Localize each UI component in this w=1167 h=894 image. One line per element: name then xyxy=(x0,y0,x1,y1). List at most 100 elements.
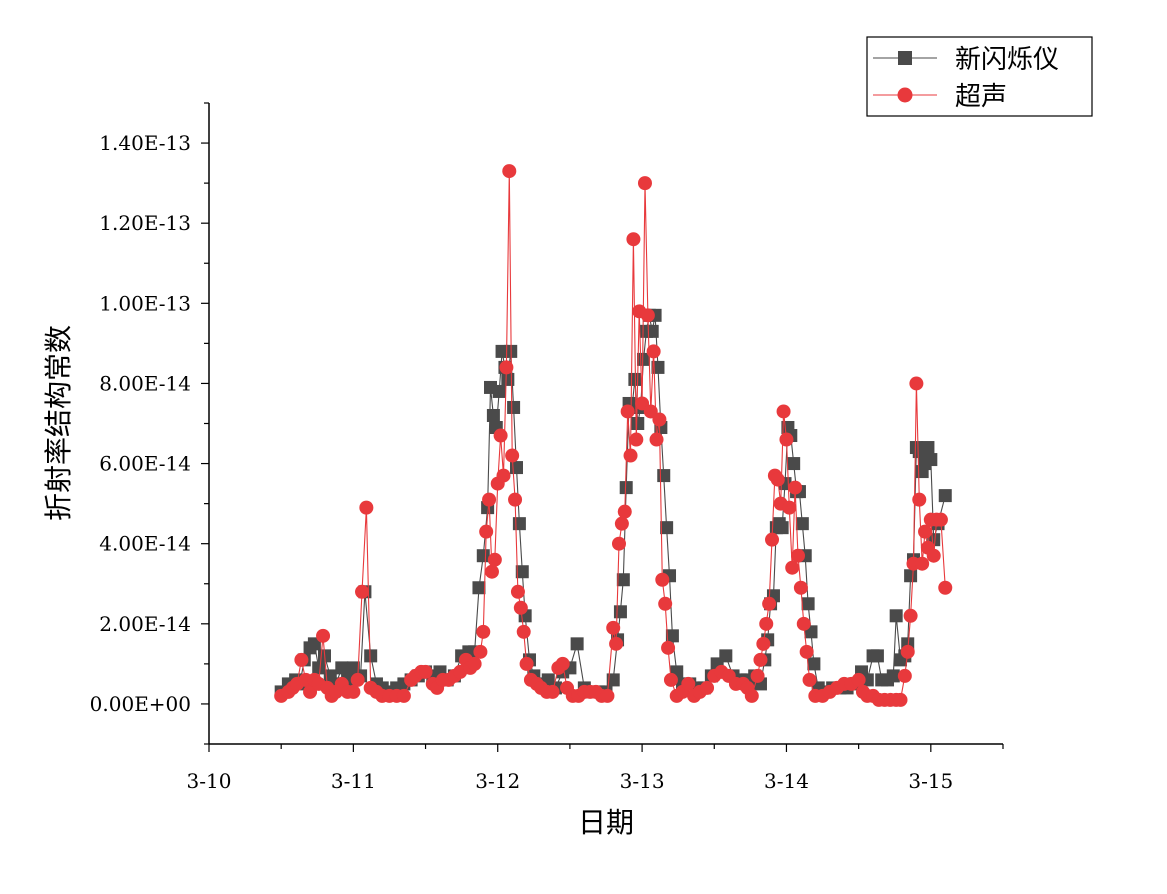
data-point-circle xyxy=(502,164,517,179)
data-point-circle xyxy=(629,432,644,447)
data-point-square xyxy=(904,569,918,583)
series-2 xyxy=(274,164,953,707)
data-point-circle xyxy=(793,580,808,595)
data-point-circle xyxy=(681,676,696,691)
data-point-circle xyxy=(609,636,624,651)
axes: 3-10 3-11 3-12 3-13 3-14 3-15 0.00E+00 2.00E-14… xyxy=(90,102,1004,793)
y-tick-label: 2.00E-14 xyxy=(99,612,191,636)
data-point-circle xyxy=(359,500,374,515)
data-point-circle xyxy=(519,656,534,671)
y-tick-label: 1.40E-13 xyxy=(99,131,191,155)
data-point-circle xyxy=(753,652,768,667)
data-point-circle xyxy=(802,672,817,687)
data-point-square xyxy=(364,649,378,663)
data-point-square xyxy=(657,469,671,483)
data-point-square xyxy=(616,573,630,587)
x-tick-label: 3-13 xyxy=(620,769,665,793)
y-tick-label: 1.20E-13 xyxy=(99,211,191,235)
data-point-square xyxy=(312,661,326,675)
y-tick-label: 1.00E-13 xyxy=(99,291,191,315)
data-point-circle xyxy=(606,620,621,635)
data-point-square xyxy=(613,605,627,619)
data-point-circle xyxy=(649,432,664,447)
data-point-square xyxy=(775,521,789,535)
legend-label-series-1: 新闪烁仪 xyxy=(955,45,1059,75)
y-axis-title: 折射率结构常数 xyxy=(42,325,75,521)
data-point-square xyxy=(486,408,500,422)
data-point-circle xyxy=(918,524,933,539)
data-point-circle xyxy=(350,672,365,687)
data-point-circle xyxy=(294,652,309,667)
data-point-square xyxy=(335,661,349,675)
data-point-circle xyxy=(346,684,361,699)
data-point-circle xyxy=(912,492,927,507)
data-point-circle xyxy=(513,600,528,615)
data-point-circle xyxy=(479,524,494,539)
data-point-circle xyxy=(661,640,676,655)
data-point-circle xyxy=(467,656,482,671)
data-point-square xyxy=(924,453,938,467)
data-point-circle xyxy=(623,448,638,463)
data-point-square xyxy=(870,649,884,663)
data-point-circle xyxy=(799,644,814,659)
data-point-circle xyxy=(545,684,560,699)
data-point-square xyxy=(787,457,801,471)
data-point-circle xyxy=(473,644,488,659)
data-point-square xyxy=(501,372,515,386)
data-point-circle xyxy=(900,644,915,659)
data-point-circle xyxy=(614,516,629,531)
data-point-circle xyxy=(505,448,520,463)
data-point-square xyxy=(606,673,620,687)
data-point-circle xyxy=(418,664,433,679)
data-point-circle xyxy=(620,404,635,419)
x-tick-label: 3-11 xyxy=(331,769,376,793)
data-point-circle xyxy=(791,548,806,563)
data-point-circle xyxy=(765,532,780,547)
data-point-circle xyxy=(782,500,797,515)
data-point-circle xyxy=(938,580,953,595)
data-point-square xyxy=(795,517,809,531)
data-point-circle xyxy=(903,608,918,623)
data-point-circle xyxy=(482,492,497,507)
data-point-circle xyxy=(493,428,508,443)
data-point-circle xyxy=(909,376,924,391)
data-point-circle xyxy=(897,668,912,683)
data-point-circle xyxy=(893,692,908,707)
data-point-square xyxy=(801,597,815,611)
data-point-circle xyxy=(756,636,771,651)
data-point-circle xyxy=(915,556,930,571)
data-point-circle xyxy=(496,468,511,483)
data-point-circle xyxy=(776,404,791,419)
data-point-square xyxy=(886,669,900,683)
data-point-square xyxy=(938,489,952,503)
data-point-circle xyxy=(646,344,661,359)
data-point-circle xyxy=(484,564,499,579)
data-point-circle xyxy=(555,656,570,671)
data-point-circle xyxy=(658,596,673,611)
data-point-square xyxy=(476,549,490,563)
legend-label-series-2: 超声 xyxy=(955,82,1007,112)
legend: 新闪烁仪 超声 xyxy=(866,36,1093,117)
data-point-circle xyxy=(499,360,514,375)
data-point-circle xyxy=(516,624,531,639)
x-tick-label: 3-10 xyxy=(187,769,232,793)
data-point-circle xyxy=(788,480,803,495)
data-point-circle xyxy=(750,668,765,683)
data-point-square xyxy=(509,461,523,475)
x-tick-label: 3-14 xyxy=(764,769,809,793)
data-point-square xyxy=(660,521,674,535)
data-point-circle xyxy=(355,584,370,599)
data-point-square xyxy=(515,565,529,579)
data-point-circle xyxy=(316,628,331,643)
data-point-square xyxy=(645,324,659,338)
data-point-square xyxy=(631,417,645,430)
data-point-circle xyxy=(655,572,670,587)
legend-box xyxy=(866,36,1093,117)
data-point-square xyxy=(570,637,584,651)
data-point-square xyxy=(719,649,733,663)
data-point-circle xyxy=(663,672,678,687)
data-point-circle xyxy=(626,232,641,247)
data-point-circle xyxy=(510,584,525,599)
data-point-circle xyxy=(617,504,632,519)
data-point-square xyxy=(472,581,486,595)
